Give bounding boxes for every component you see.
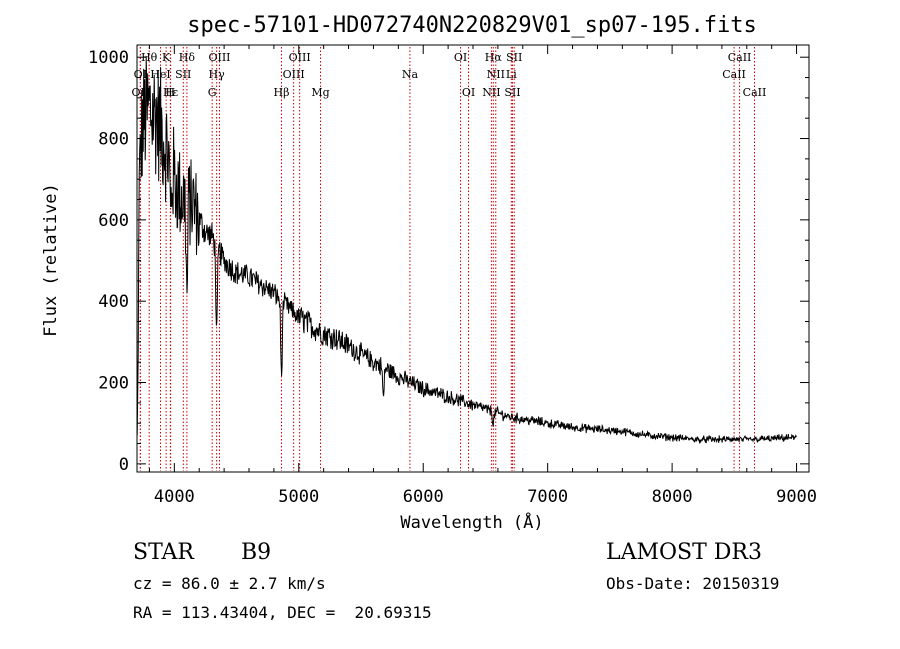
line-label: NII (487, 68, 505, 81)
chart-title: spec-57101-HD072740N220829V01_sp07-195.f… (187, 13, 757, 38)
line-label: G (208, 86, 217, 99)
y-tick-label: 400 (98, 292, 129, 312)
line-label: Hθ (141, 51, 158, 64)
line-label: Li (506, 68, 517, 81)
line-label: OIII (283, 68, 305, 81)
survey-label: LAMOST DR3 (606, 540, 762, 565)
line-label: Hβ (274, 86, 290, 99)
line-label: Hα (485, 51, 503, 64)
line-markers (139, 47, 755, 471)
line-label: Hγ (209, 68, 226, 81)
line-label: Na (402, 68, 419, 81)
y-tick-label: 800 (98, 130, 129, 150)
x-tick-label: 6000 (403, 487, 444, 507)
line-label: K (162, 51, 171, 64)
x-axis-label: Wavelength (Å) (400, 511, 543, 533)
obs-date-label: Obs-Date: 20150319 (606, 574, 780, 593)
y-tick-label: 0 (119, 455, 129, 475)
line-label: Hδ (179, 51, 196, 64)
line-label: Hε (163, 86, 179, 99)
line-label: OI (454, 51, 467, 64)
object-class: STAR (133, 540, 194, 565)
line-label: OI (462, 86, 475, 99)
x-tick-label: 5000 (278, 487, 319, 507)
line-label: SII (175, 68, 191, 81)
x-tick-label: 9000 (776, 487, 817, 507)
x-tick-label: 4000 (154, 487, 195, 507)
x-tick-label: 8000 (652, 487, 693, 507)
line-label: OIII (208, 51, 230, 64)
y-axis: 0 200 400 600 800 1000 (88, 48, 809, 475)
coordinates-label: RA = 113.43404, DEC = 20.69315 (133, 603, 432, 622)
line-label: CaII (722, 68, 746, 81)
line-label: SII (506, 51, 522, 64)
y-axis-label: Flux (relative) (41, 183, 61, 337)
redshift-label: cz = 86.0 ± 2.7 km/s (133, 574, 326, 593)
x-axis: 4000 5000 6000 7000 8000 9000 (148, 45, 817, 507)
line-label: OIII (289, 51, 311, 64)
x-tick-label: 7000 (527, 487, 568, 507)
line-label: H (166, 86, 176, 99)
line-label: Mg (311, 86, 329, 99)
subclass: B9 (241, 540, 272, 565)
line-label: NII (482, 86, 500, 99)
y-tick-label: 600 (98, 211, 129, 231)
plot-frame (136, 44, 810, 473)
line-label: CaII (743, 86, 767, 99)
y-tick-label: 1000 (88, 48, 129, 68)
line-label: OI (134, 68, 147, 81)
spectrum-line (136, 56, 797, 444)
line-label: SII (504, 86, 520, 99)
y-tick-label: 200 (98, 374, 129, 394)
line-label: CaII (728, 51, 752, 64)
